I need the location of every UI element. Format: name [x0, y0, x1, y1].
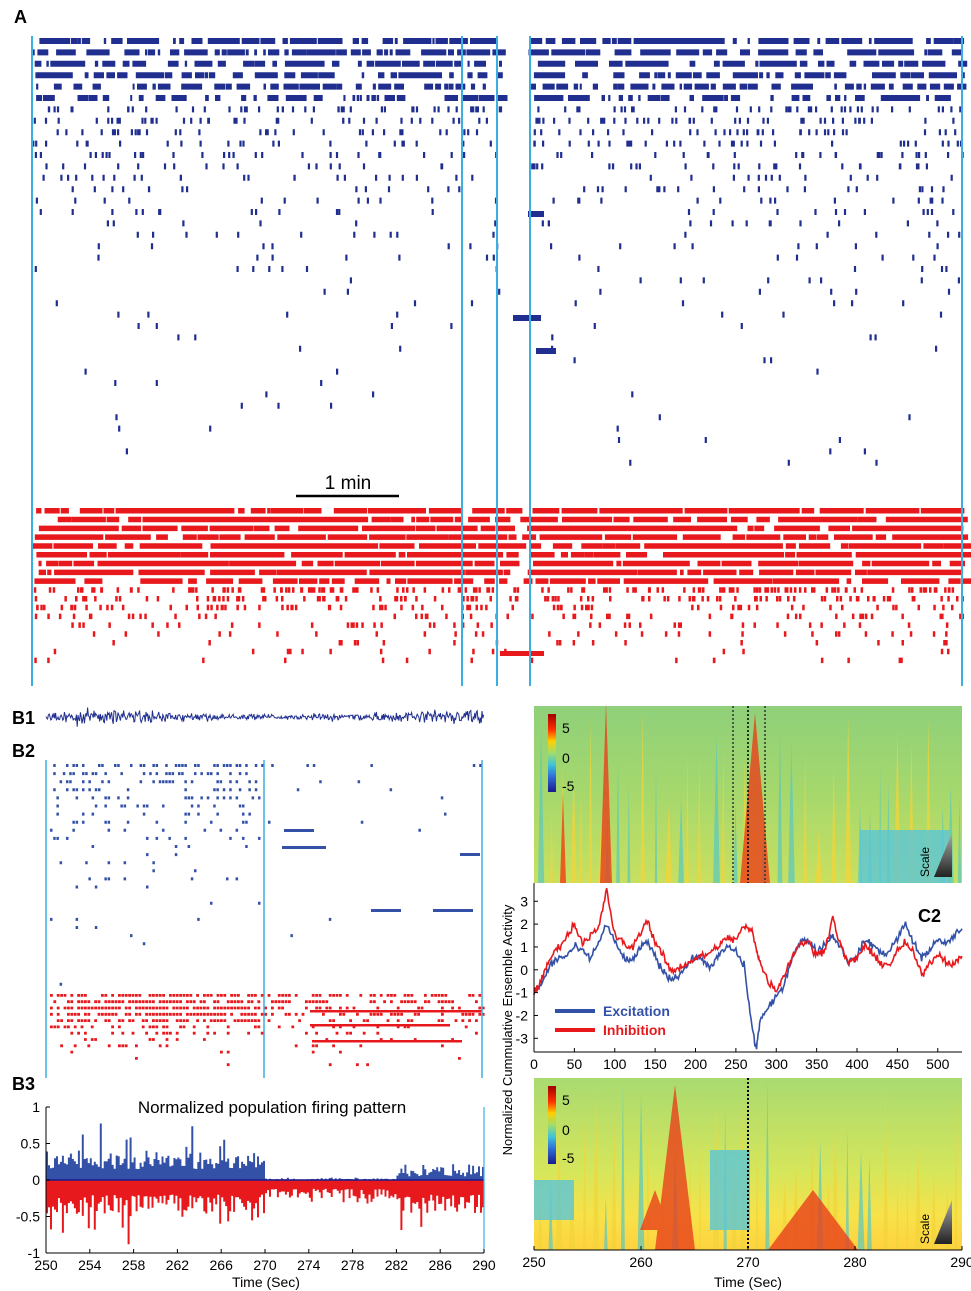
c2-xtick-label: 200: [684, 1056, 708, 1072]
panel-c3-heatmap: Time (Sec) 5 0 -5 Scale 250 260 270 280 290: [522, 1078, 971, 1290]
scale-bar-label: 1 min: [325, 473, 371, 494]
panel-label-a: A: [14, 7, 27, 27]
b3-xtick-label: 282: [385, 1257, 409, 1273]
c2-xtick-label: 400: [845, 1056, 869, 1072]
raster-inhibitory-spikes: [32, 508, 971, 664]
c2-xtick-label: 50: [567, 1056, 583, 1072]
c3-colorbar-tick: 5: [562, 1092, 570, 1108]
c3-xtick-label: 290: [950, 1254, 971, 1270]
panel-b3-chart: Normalized population firing pattern Tim…: [16, 1098, 496, 1290]
b3-xtick-label: 266: [210, 1257, 234, 1273]
c3-xtick-label: 260: [629, 1254, 653, 1270]
c3-scale-label: Scale: [918, 1214, 932, 1244]
c2-xtick-label: 500: [926, 1056, 950, 1072]
c2-ytick-label: -1: [516, 985, 529, 1001]
c2-xtick-label: 300: [765, 1056, 789, 1072]
b3-xtick-label: 254: [78, 1257, 102, 1273]
raster-inhibitory-burst: [500, 651, 544, 656]
b3-xtick-label: 274: [297, 1257, 321, 1273]
b3-xtick-label: 250: [34, 1257, 58, 1273]
b3-inhibition-bars: [46, 1180, 484, 1245]
c3-xtick-label: 280: [843, 1254, 867, 1270]
raster-excitatory-burst: [528, 211, 544, 217]
b3-xtick-label: 278: [341, 1257, 365, 1273]
c2-xtick-label: 450: [886, 1056, 910, 1072]
c2-ytick-label: 0: [520, 962, 528, 978]
panel-c2-chart: Normalized Cummulative Ensemble Activity…: [500, 883, 963, 1155]
c2-legend: Excitation Inhibition: [555, 1003, 670, 1038]
c3-hot-region: [640, 1085, 858, 1250]
c3-colorbar-tick: -5: [562, 1150, 575, 1166]
c3-xlabel: Time (Sec): [714, 1274, 782, 1290]
c2-series-inhibition: [533, 888, 963, 996]
b3-xtick-label: 258: [122, 1257, 146, 1273]
panel-label-b3: B3: [12, 1074, 35, 1094]
c2-series-excitation: [533, 921, 963, 1050]
b3-title: Normalized population firing pattern: [138, 1098, 406, 1117]
c2-xtick-label: 250: [724, 1056, 748, 1072]
c2-ytick-label: 1: [520, 939, 528, 955]
panel-c1-heatmap: 5 0 -5 Scale: [534, 703, 962, 883]
b1-trace-line: [45, 707, 485, 727]
c1-cold-region: [860, 830, 950, 883]
b3-ytick-label: -0.5: [16, 1209, 40, 1225]
c3-cold-region: [710, 1150, 750, 1230]
c3-colorbar: [548, 1086, 556, 1164]
b3-ytick-label: 0.5: [21, 1136, 41, 1152]
c1-colorbar-tick: -5: [562, 778, 575, 794]
c3-xtick-label: 250: [522, 1254, 546, 1270]
c2-ytick-label: 2: [520, 916, 528, 932]
raster-excitatory-burst: [513, 315, 541, 321]
c1-colorbar-tick: 0: [562, 750, 570, 766]
c2-ytick-label: -2: [516, 1007, 529, 1023]
c1-colorbar-tick: 5: [562, 720, 570, 736]
raster-excitatory-burst: [536, 348, 556, 354]
c2-ylabel: Normalized Cummulative Ensemble Activity: [500, 904, 515, 1155]
b3-xlabel: Time (Sec): [232, 1274, 300, 1290]
c2-xtick-label: 0: [530, 1056, 538, 1072]
c2-xtick-label: 100: [603, 1056, 627, 1072]
b3-ytick-label: 0: [32, 1172, 40, 1188]
c1-hot-region: [560, 703, 770, 883]
b3-ytick-label: -1: [28, 1245, 41, 1261]
panel-label-b2: B2: [12, 741, 35, 761]
c3-cold-region: [534, 1180, 574, 1220]
b3-xtick-label: 286: [429, 1257, 453, 1273]
b3-xtick-label: 262: [166, 1257, 190, 1273]
b3-xtick-label: 290: [472, 1257, 496, 1273]
panel-a-raster: [31, 36, 971, 686]
b2-excitatory-spikes: [50, 764, 482, 986]
c2-xtick-label: 150: [643, 1056, 667, 1072]
legend-inhibition-label: Inhibition: [603, 1022, 666, 1038]
c2-ytick-label: -3: [516, 1030, 529, 1046]
b3-ytick-label: 1: [32, 1099, 40, 1115]
c1-scale-triangle: [934, 833, 952, 877]
b3-xtick-label: 270: [253, 1257, 277, 1273]
panel-a-scale-bar: 1 min: [296, 473, 399, 498]
c1-colorbar: [548, 714, 556, 792]
raster-excitatory-spikes: [32, 38, 968, 466]
panel-label-c2: C2: [918, 906, 941, 926]
c3-scale-triangle: [934, 1200, 952, 1244]
b3-excitation-bars: [46, 1123, 484, 1180]
c2-ytick-label: 3: [520, 893, 528, 909]
c3-xtick-label: 270: [736, 1254, 760, 1270]
panel-b1-trace: [45, 707, 485, 727]
c2-xtick-label: 350: [805, 1056, 829, 1072]
c3-colorbar-tick: 0: [562, 1122, 570, 1138]
panel-label-b1: B1: [12, 708, 35, 728]
legend-excitation-label: Excitation: [603, 1003, 670, 1019]
c1-scale-label: Scale: [918, 847, 932, 877]
panel-b2-raster: [45, 760, 485, 1078]
b2-inhibitory-spikes: [50, 994, 485, 1067]
